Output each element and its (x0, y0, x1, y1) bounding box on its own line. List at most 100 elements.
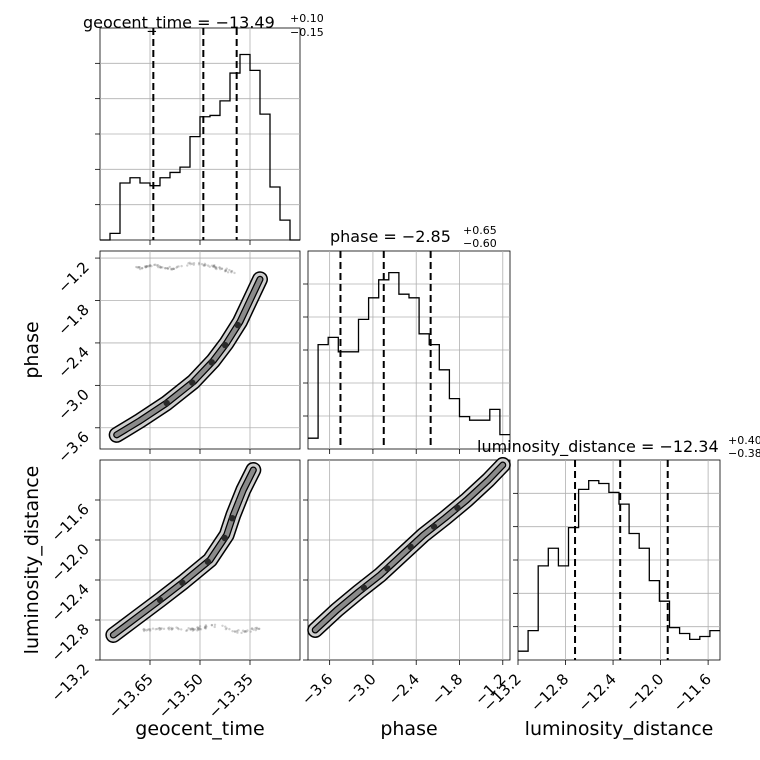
scatter-phase-geocent-cluster-point-36 (192, 263, 195, 266)
scatter-phase-geocent-cluster-point-19 (150, 264, 153, 268)
scatter-phase-geocent-cluster-point-35 (223, 270, 227, 273)
scatter-phase-geocent-cluster-point-12 (228, 268, 231, 272)
scatter-lumdist-geocent-cluster-point-17 (162, 627, 166, 631)
scatter-lumdist-geocent-cluster-point-81 (199, 628, 203, 631)
scatter-phase-geocent-cluster-point-47 (224, 268, 227, 272)
scatter-phase-geocent-cluster-point-6 (177, 265, 180, 268)
scatter-lumdist-geocent-density-blob-4 (229, 515, 236, 522)
scatter-phase-geocent-cluster-point-27 (135, 265, 138, 269)
scatter-lumdist-geocent-cluster-point-54 (189, 627, 192, 631)
scatter-lumdist-phase-density-blob-3 (430, 523, 438, 530)
scatter-lumdist-geocent-cluster-point-40 (156, 627, 159, 631)
scatter-phase-geocent-cluster-point-87 (137, 266, 141, 269)
scatter-phase-geocent-cluster-point-62 (170, 268, 174, 271)
scatter-lumdist-geocent-cluster-point-30 (148, 627, 151, 631)
scatter-lumdist-geocent-cluster-point-83 (171, 627, 175, 630)
scatter-lumdist-geocent-cluster-point-78 (254, 626, 257, 630)
scatter-lumdist-geocent-cluster-point-1 (196, 626, 200, 629)
scatter-lumdist-geocent-cluster-point-69 (145, 629, 148, 632)
scatter-phase-geocent-cluster-point-80 (136, 266, 139, 269)
scatter-phase-geocent-cluster-point-41 (155, 264, 159, 267)
scatter-lumdist-geocent-cluster-point-89 (160, 627, 163, 630)
scatter-lumdist-geocent-cluster-point-32 (187, 627, 190, 630)
scatter-lumdist-geocent-cluster-point-88 (205, 625, 208, 628)
scatter-lumdist-phase-density-blob-1 (384, 565, 391, 572)
scatter-phase-geocent-cluster-point-56 (224, 269, 228, 273)
scatter-phase-geocent-cluster-point-52 (137, 266, 140, 269)
scatter-phase-geocent-cluster-point-43 (190, 262, 194, 265)
scatter-lumdist-geocent-cluster-point-27 (146, 628, 150, 631)
scatter-lumdist-geocent-density-blob-1 (179, 579, 186, 586)
scatter-phase-geocent-cluster-point-23 (226, 271, 230, 274)
scatter-lumdist-geocent-density-blob-3 (221, 534, 228, 542)
scatter-lumdist-geocent-cluster-point-9 (192, 628, 195, 632)
scatter-lumdist-geocent-cluster-point-21 (158, 626, 161, 630)
scatter-lumdist-geocent-cluster-point-45 (231, 629, 234, 633)
hist-geocent-step-line (100, 53, 300, 241)
hist-lumdist-step-line (518, 479, 720, 652)
scatter-phase-geocent-cluster-point-46 (219, 267, 222, 271)
scatter-lumdist-geocent-cluster-point-4 (180, 628, 183, 631)
scatter-lumdist-geocent-cluster-point-85 (170, 628, 173, 631)
scatter-phase-geocent-cluster-point-50 (225, 267, 228, 270)
scatter-phase-geocent-cluster-point-55 (218, 266, 221, 269)
scatter-phase-geocent-cluster-point-4 (180, 264, 183, 268)
scatter-lumdist-geocent-cluster-point-41 (167, 628, 171, 631)
scatter-phase-geocent-cluster-point-24 (187, 262, 190, 265)
scatter-phase-geocent-cluster-point-66 (203, 262, 206, 266)
scatter-lumdist-geocent-cluster-point-23 (191, 627, 195, 631)
scatter-lumdist-geocent-cluster-point-64 (250, 627, 253, 631)
scatter-phase-geocent-cluster-point-20 (172, 267, 175, 270)
scatter-phase-geocent-cluster-point-81 (168, 265, 171, 269)
scatter-phase-geocent-cluster-point-15 (215, 266, 218, 269)
scatter-phase-geocent-cluster-point-85 (220, 267, 224, 270)
scatter-phase-geocent-cluster-point-3 (212, 265, 216, 268)
scatter-lumdist-geocent-cluster-point-15 (177, 627, 180, 631)
scatter-lumdist-geocent-cluster-point-39 (166, 627, 170, 630)
scatter-lumdist-geocent-cluster-point-38 (198, 626, 201, 630)
title-lumdist-main: luminosity_distance = −12.34 (477, 437, 719, 457)
scatter-phase-geocent-cluster-point-59 (220, 267, 223, 270)
scatter-lumdist-geocent-cluster-point-75 (241, 629, 245, 632)
scatter-lumdist-geocent-cluster-point-0 (170, 628, 174, 631)
scatter-phase-geocent-cluster-point-79 (233, 271, 236, 275)
scatter-phase-geocent-cluster-point-82 (186, 264, 189, 267)
scatter-lumdist-geocent-cluster-point-33 (203, 626, 207, 630)
scatter-lumdist-geocent-cluster-point-22 (142, 628, 145, 631)
scatter-phase-geocent-cluster-point-22 (230, 270, 233, 273)
scatter-lumdist-geocent-cluster-point-36 (224, 627, 228, 631)
scatter-lumdist-geocent-cluster-point-3 (197, 628, 201, 631)
scatter-lumdist-geocent-cluster-point-44 (228, 627, 231, 631)
scatter-phase-geocent-cluster-point-54 (138, 266, 142, 269)
scatter-phase-geocent-density-blob-4 (234, 321, 242, 329)
scatter-phase-geocent-cluster-point-68 (189, 263, 192, 266)
scatter-lumdist-geocent-cluster-point-76 (249, 630, 252, 633)
scatter-lumdist-geocent-cluster-point-82 (237, 629, 240, 632)
scatter-lumdist-geocent-cluster-point-43 (175, 626, 178, 629)
scatter-phase-geocent-cluster-point-40 (211, 265, 215, 268)
scatter-phase-geocent-cluster-point-42 (224, 269, 227, 272)
y-axis-label-lumdist: luminosity_distance (21, 466, 43, 655)
scatter-phase-geocent-cluster-point-17 (164, 266, 167, 270)
scatter-lumdist-geocent-cluster-point-47 (240, 631, 243, 635)
title-geocent-upper: +0.10 (290, 12, 324, 25)
scatter-phase-geocent-cluster-point-28 (145, 265, 148, 268)
scatter-phase-geocent-cluster-point-10 (143, 265, 147, 268)
scatter-lumdist-geocent-cluster-point-11 (243, 630, 247, 633)
scatter-lumdist-geocent-cluster-point-86 (151, 627, 155, 630)
scatter-phase-geocent-cluster-point-2 (166, 266, 169, 270)
scatter-lumdist-geocent-cluster-point-29 (254, 628, 257, 632)
scatter-lumdist-geocent-cluster-point-60 (235, 629, 239, 633)
scatter-lumdist-geocent-cluster-point-77 (210, 624, 214, 627)
scatter-phase-geocent-cluster-point-69 (212, 264, 216, 268)
scatter-lumdist-phase-panel (307, 459, 511, 661)
scatter-lumdist-geocent-cluster-point-46 (236, 631, 239, 634)
scatter-phase-geocent-cluster-point-89 (213, 263, 216, 267)
scatter-lumdist-geocent-cluster-point-52 (176, 627, 180, 630)
scatter-phase-geocent-cluster-point-57 (203, 264, 206, 267)
scatter-lumdist-geocent-cluster-point-24 (204, 624, 208, 627)
scatter-lumdist-geocent-cluster-point-74 (203, 625, 207, 628)
title-phase-upper: +0.65 (463, 224, 497, 237)
scatter-lumdist-geocent-cluster-point-48 (258, 627, 261, 630)
scatter-phase-geocent-cluster-point-16 (161, 266, 164, 269)
